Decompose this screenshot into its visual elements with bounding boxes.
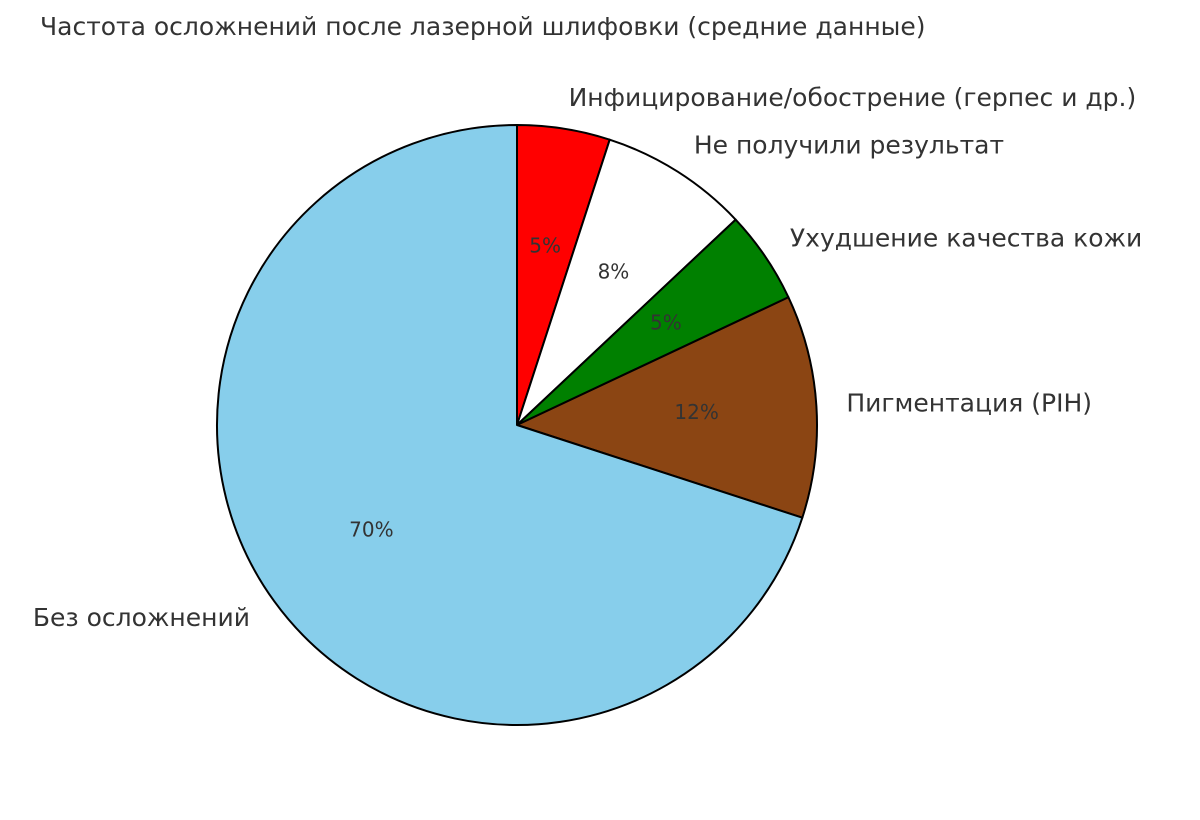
slice-label: Без осложнений (33, 603, 250, 632)
value-label: 5% (650, 310, 682, 334)
value-label: 5% (529, 234, 561, 258)
chart-title: Частота осложнений после лазерной шлифов… (40, 12, 926, 41)
value-label: 70% (349, 517, 393, 541)
slice-label: Пигментация (PIH) (846, 388, 1092, 417)
pie (216, 124, 818, 726)
slice-label: Инфицирование/обострение (герпес и др.) (569, 83, 1137, 112)
pie-slice (516, 296, 818, 519)
value-label: 12% (674, 400, 718, 424)
slice-label: Ухудшение качества кожи (790, 224, 1142, 253)
pie-slice (516, 138, 737, 426)
value-label: 8% (598, 260, 630, 284)
pie-slice (216, 124, 804, 726)
slice-label: Не получили результат (694, 130, 1004, 159)
labels: Инфицирование/обострение (герпес и др.) 5… (33, 83, 1142, 632)
